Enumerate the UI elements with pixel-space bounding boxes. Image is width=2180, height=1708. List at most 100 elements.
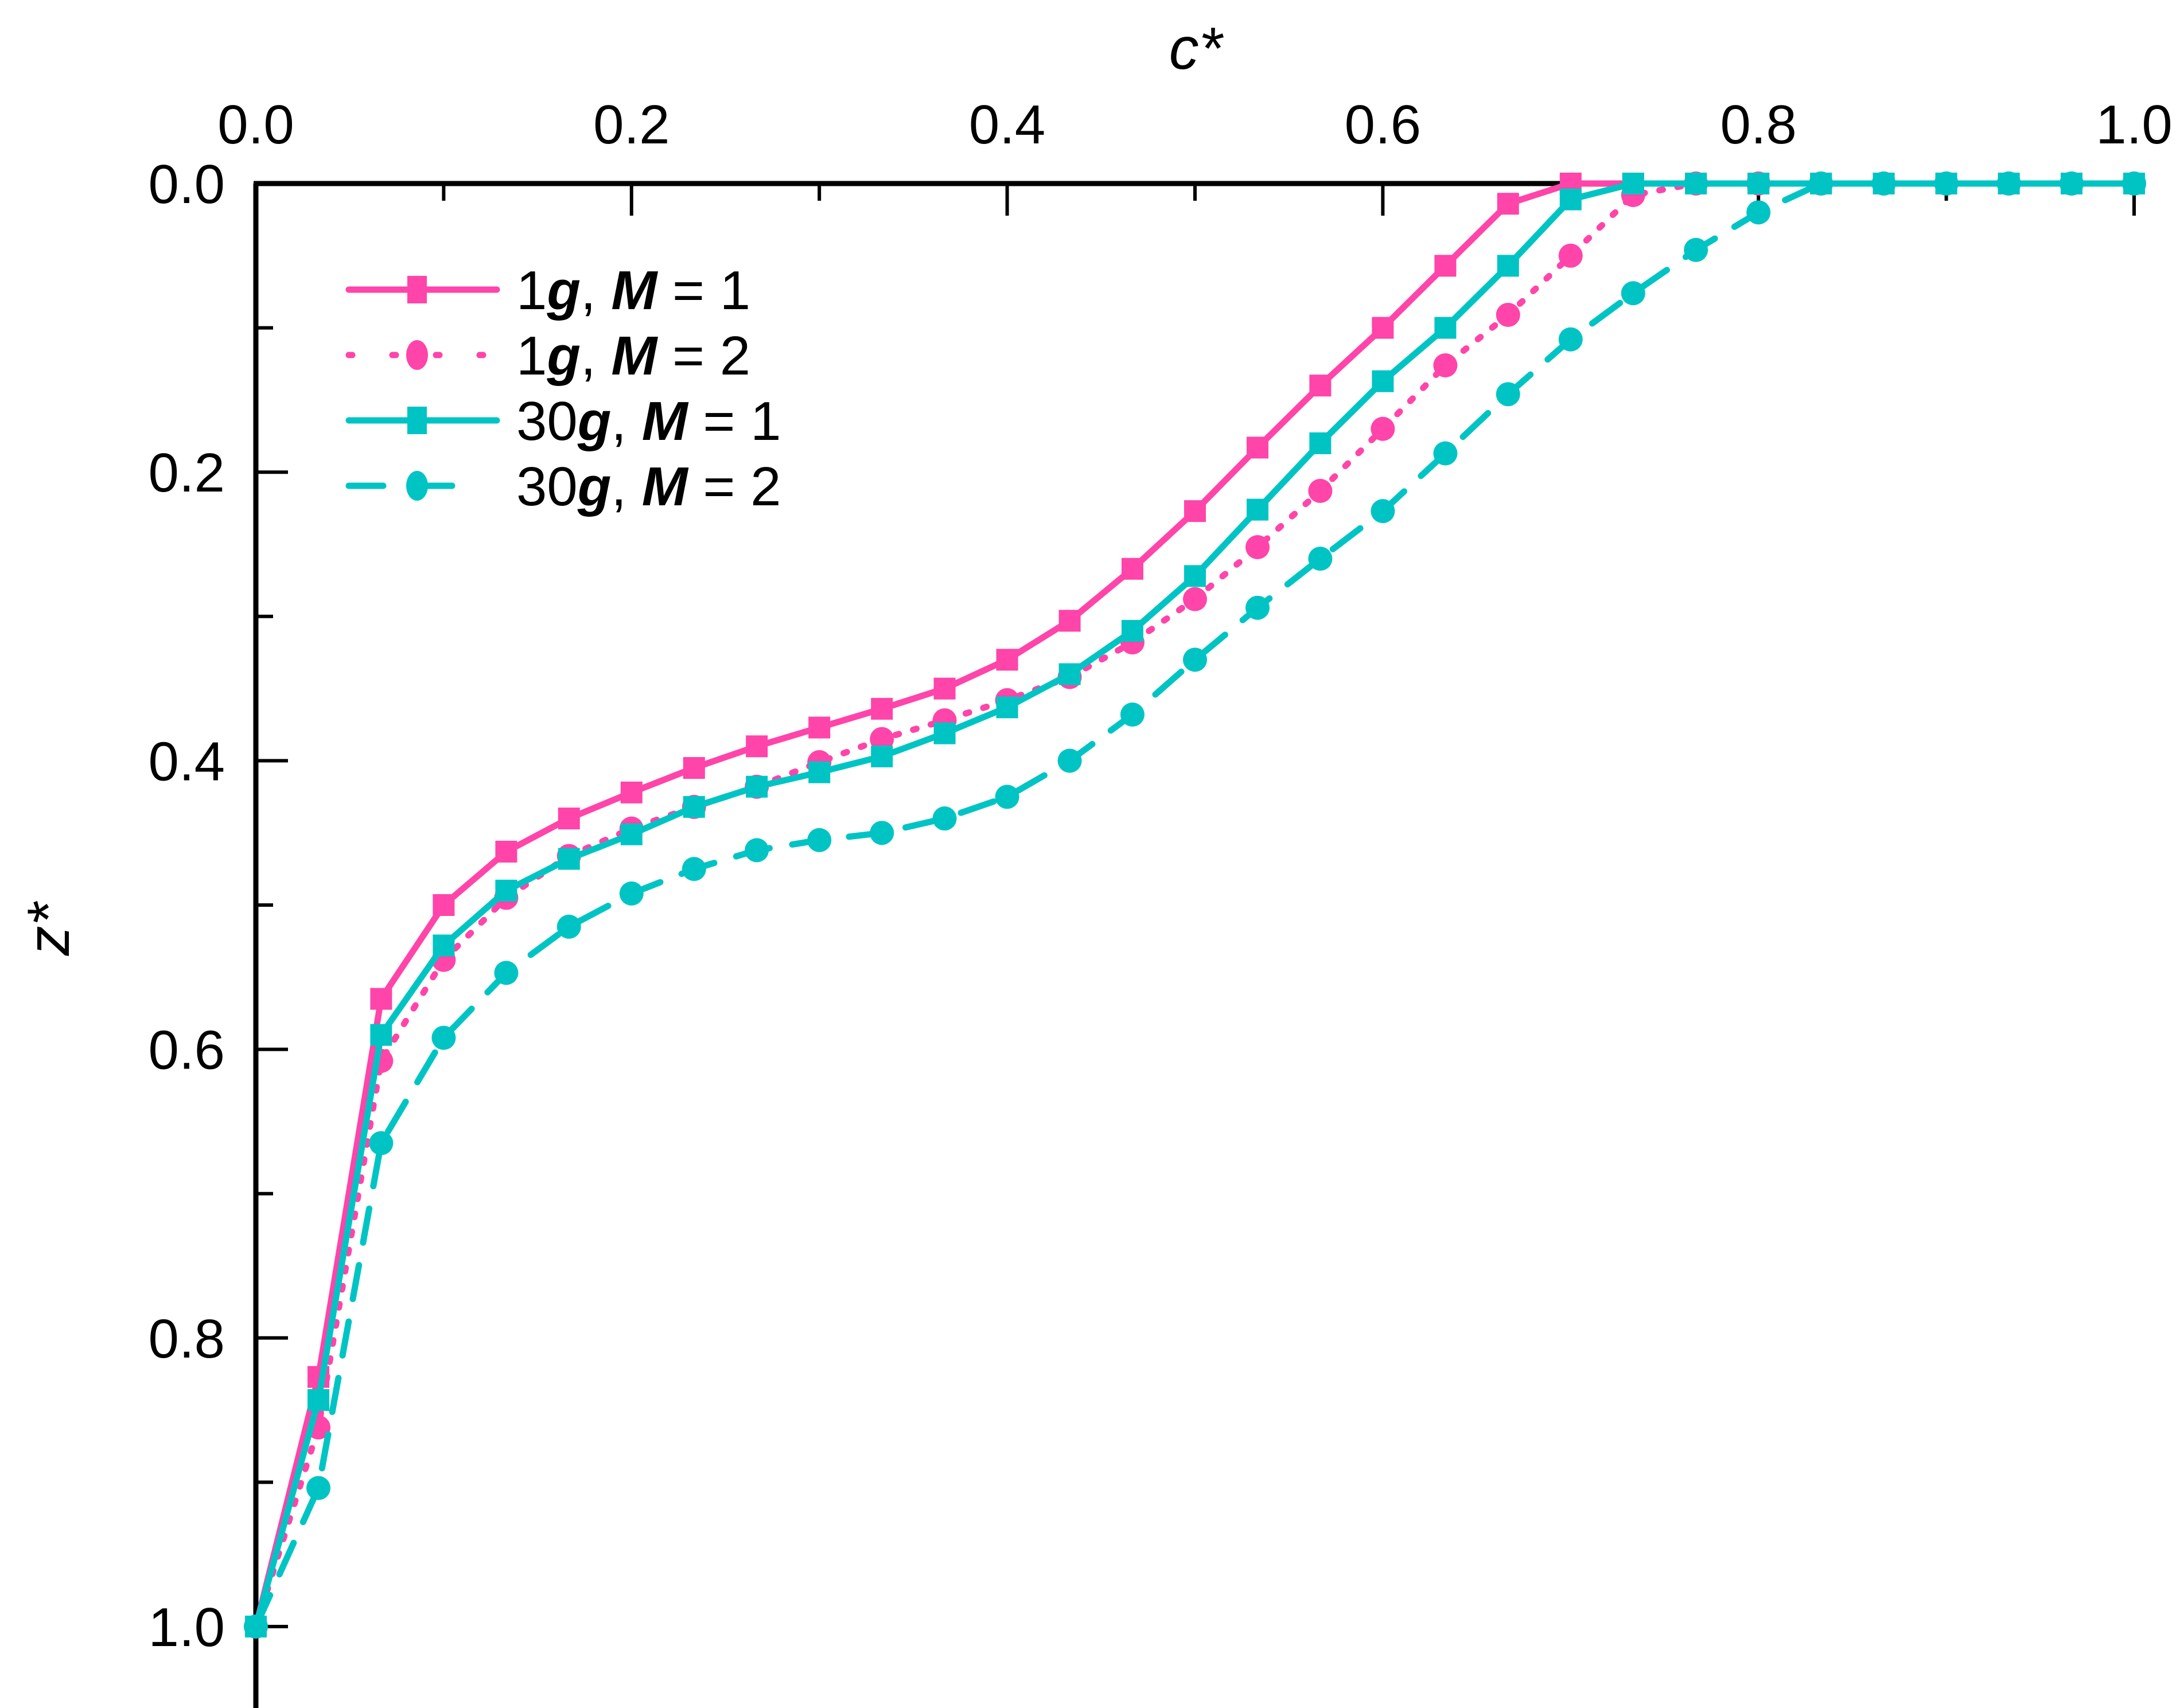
- data-point: [558, 848, 580, 870]
- data-point: [495, 879, 517, 902]
- data-point: [1622, 173, 1644, 194]
- y-tick-label: 0.8: [149, 1308, 225, 1370]
- x-axis-title: c*: [1169, 15, 1224, 82]
- y-tick-label: 0.0: [149, 154, 225, 215]
- data-point: [1434, 317, 1457, 339]
- data-point: [244, 1615, 268, 1639]
- legend-marker: [407, 276, 427, 303]
- data-point: [1309, 375, 1332, 397]
- data-point: [2122, 171, 2146, 196]
- data-point: [1121, 619, 1143, 642]
- legend-label-part: ,: [611, 391, 641, 452]
- data-point: [1497, 193, 1519, 215]
- data-point: [932, 806, 957, 831]
- data-point: [1934, 171, 1959, 196]
- legend-label-part: ,: [581, 325, 611, 387]
- data-point: [1371, 416, 1395, 441]
- legend-label-part: = 2: [657, 325, 750, 387]
- series-4: [244, 171, 2146, 1639]
- data-point: [619, 881, 644, 906]
- y-tick-label: 0.6: [149, 1020, 225, 1081]
- data-point: [1871, 171, 1896, 196]
- data-point: [620, 781, 643, 804]
- data-point: [1433, 353, 1458, 378]
- data-point: [871, 745, 893, 767]
- x-tick-label: 0.0: [217, 94, 294, 155]
- series-layer: [244, 171, 2146, 1639]
- legend-label-part: g: [546, 325, 581, 387]
- data-point: [1058, 610, 1081, 632]
- legend-marker: [407, 407, 427, 434]
- legend-label-part: ,: [581, 260, 611, 321]
- legend-label-part: = 2: [688, 456, 781, 517]
- data-point: [870, 727, 894, 751]
- legend-label-part: M: [642, 391, 689, 452]
- data-point: [682, 857, 706, 882]
- data-point: [431, 1025, 456, 1050]
- data-point: [369, 1131, 394, 1156]
- data-point: [307, 1389, 330, 1411]
- data-point: [1684, 237, 1708, 262]
- data-point: [556, 914, 581, 939]
- legend-label: 30g, M = 1: [516, 391, 781, 452]
- data-point: [1184, 500, 1206, 522]
- data-point: [1058, 663, 1081, 685]
- data-point: [558, 808, 580, 830]
- data-point: [306, 1476, 331, 1500]
- data-point: [870, 821, 894, 845]
- data-point: [370, 988, 392, 1010]
- x-tick-label: 0.4: [969, 94, 1045, 155]
- data-point: [1433, 441, 1458, 466]
- y-axis-title: z*: [15, 900, 82, 956]
- x-tick-label: 0.6: [1345, 94, 1421, 155]
- legend-label-part: = 1: [688, 391, 781, 452]
- data-point: [1308, 547, 1333, 571]
- data-point: [933, 677, 956, 700]
- legend-label-part: 30: [516, 456, 578, 517]
- data-point: [1497, 255, 1519, 277]
- data-point: [933, 722, 956, 744]
- legend-label-part: M: [642, 456, 689, 517]
- data-point: [1809, 171, 1833, 196]
- data-point: [683, 795, 705, 818]
- data-point: [746, 775, 768, 798]
- data-point: [807, 828, 832, 852]
- data-point: [808, 761, 831, 783]
- x-tick-label: 1.0: [2096, 94, 2172, 155]
- y-tick-label: 0.4: [149, 731, 225, 792]
- data-point: [683, 756, 705, 779]
- legend-label-part: = 1: [657, 260, 750, 321]
- legend-label-part: g: [546, 260, 581, 321]
- data-point: [1372, 317, 1394, 339]
- data-point: [1558, 327, 1583, 352]
- data-point: [1309, 432, 1332, 454]
- legend-label-part: g: [577, 456, 612, 517]
- legend-marker: [406, 340, 428, 370]
- data-point: [1120, 702, 1144, 727]
- legend-label: 30g, M = 2: [516, 456, 781, 517]
- data-point: [1245, 535, 1270, 560]
- data-point: [1996, 171, 2021, 196]
- data-point: [1372, 370, 1394, 392]
- data-point: [995, 785, 1019, 809]
- legend-label-part: 1: [516, 325, 547, 387]
- data-point: [494, 961, 519, 985]
- data-point: [1434, 255, 1457, 277]
- legend-label-part: M: [611, 260, 658, 321]
- data-point: [370, 1024, 392, 1046]
- data-point: [1183, 648, 1207, 672]
- data-point: [1685, 173, 1707, 194]
- data-point: [1559, 188, 1582, 210]
- data-point: [1371, 499, 1395, 524]
- data-point: [620, 823, 643, 845]
- data-point: [1746, 200, 1771, 225]
- data-point: [808, 716, 831, 739]
- data-point: [1496, 302, 1520, 327]
- data-point: [1247, 436, 1269, 459]
- data-point: [745, 838, 769, 863]
- data-point: [1247, 498, 1269, 521]
- data-point: [1747, 173, 1770, 194]
- data-point: [433, 894, 455, 916]
- data-point: [1621, 281, 1645, 306]
